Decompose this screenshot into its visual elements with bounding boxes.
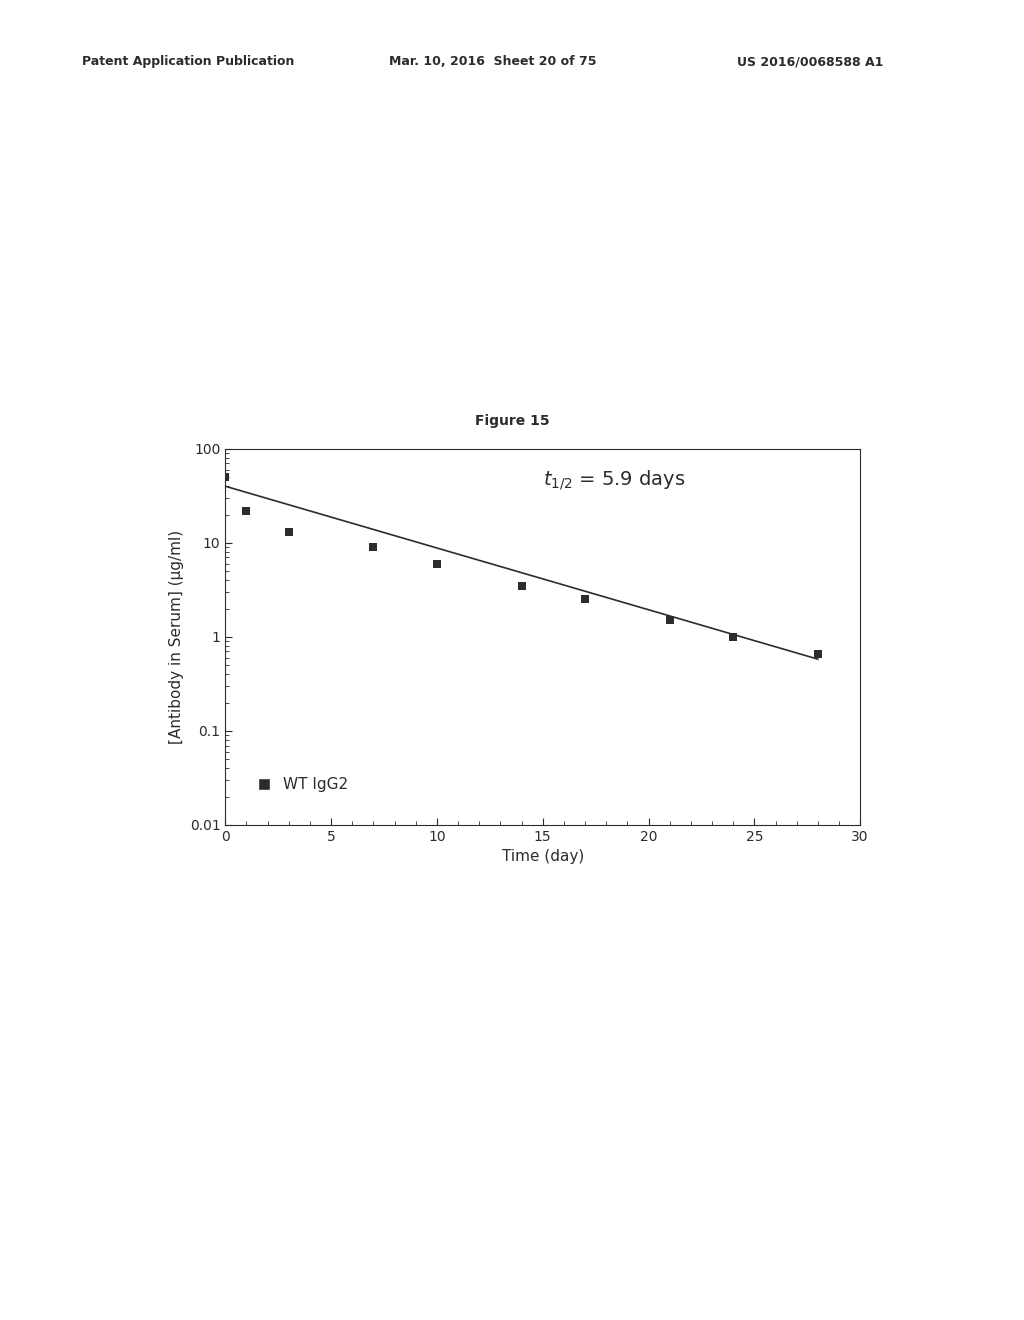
Text: Patent Application Publication: Patent Application Publication [82, 55, 294, 69]
Y-axis label: [Antibody in Serum] (µg/ml): [Antibody in Serum] (µg/ml) [169, 529, 184, 744]
Text: US 2016/0068588 A1: US 2016/0068588 A1 [737, 55, 884, 69]
Text: Mar. 10, 2016  Sheet 20 of 75: Mar. 10, 2016 Sheet 20 of 75 [389, 55, 597, 69]
Legend: WT IgG2: WT IgG2 [252, 771, 353, 799]
X-axis label: Time (day): Time (day) [502, 849, 584, 865]
Text: $t_{1/2}$ = 5.9 days: $t_{1/2}$ = 5.9 days [543, 467, 685, 491]
Text: Figure 15: Figure 15 [475, 413, 549, 428]
